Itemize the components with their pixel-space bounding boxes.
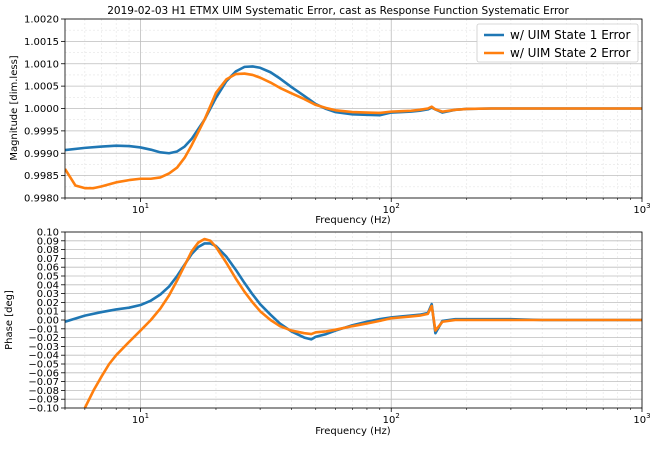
phase-y-tick-label: −0.05 xyxy=(28,360,59,371)
magnitude-y-tick-label: 0.9990 xyxy=(24,149,59,160)
magnitude-ticks: 101 102 103 0.9980 0.9985 0.9990 0.9995 1.0000 1… xyxy=(24,15,651,217)
phase-y-tick-label: −0.10 xyxy=(28,404,59,415)
phase-y-tick-label: 0.07 xyxy=(37,254,59,265)
phase-y-tick-label: −0.03 xyxy=(28,342,59,353)
phase-x-tick-label: 103 xyxy=(633,412,650,426)
phase-chart: 101 102 103−0.10−0.09−0.08−0.07−0.06−0.05−… xyxy=(4,228,651,438)
magnitude-y-tick-label: 1.0015 xyxy=(24,37,59,48)
phase-x-axis-label: Frequency (Hz) xyxy=(315,426,391,437)
phase-y-tick-label: 0.03 xyxy=(37,289,59,300)
magnitude-x-axis-label: Frequency (Hz) xyxy=(315,215,391,226)
legend-box xyxy=(476,23,639,63)
magnitude-plot-frame xyxy=(64,18,643,199)
magnitude-y-tick-label: 0.9985 xyxy=(24,171,59,182)
phase-y-tick-label: 0.09 xyxy=(37,236,59,247)
phase-y-tick-label: 0.02 xyxy=(37,298,59,309)
legend-label-state-1: w/ UIM State 1 Error xyxy=(510,28,631,42)
magnitude-chart-title: 2019-02-03 H1 ETMX UIM Systematic Error,… xyxy=(107,5,569,17)
phase-x-tick-label: 102 xyxy=(383,412,400,426)
magnitude-x-tick-label: 103 xyxy=(633,202,650,216)
phase-y-tick-label: 0.01 xyxy=(37,307,59,318)
phase-y-tick-label: 0.10 xyxy=(37,228,59,239)
phase-ticks: 101 102 103−0.10−0.09−0.08−0.07−0.06−0.05−… xyxy=(28,228,650,427)
magnitude-chart: 2019-02-03 H1 ETMX UIM Systematic Error,… xyxy=(9,5,651,226)
phase-y-tick-label: −0.04 xyxy=(28,351,59,362)
magnitude-y-tick-label: 1.0010 xyxy=(24,59,59,70)
magnitude-y-tick-label: 1.0000 xyxy=(24,104,59,115)
phase-y-tick-label: −0.07 xyxy=(28,377,59,388)
phase-series-line-state-2 xyxy=(83,237,642,408)
phase-y-tick-label: 0.08 xyxy=(37,245,59,256)
phase-x-tick-label: 101 xyxy=(132,412,149,426)
phase-y-tick-label: −0.06 xyxy=(28,368,59,379)
magnitude-y-tick-label: 1.0020 xyxy=(24,15,59,26)
phase-y-tick-label: 0.04 xyxy=(37,280,59,291)
phase-plot-frame xyxy=(64,231,643,409)
phase-y-tick-label: −0.02 xyxy=(28,333,59,344)
magnitude-series-line-state-1 xyxy=(65,65,642,155)
magnitude-x-tick-label: 102 xyxy=(383,202,400,216)
magnitude-y-tick-label: 1.0005 xyxy=(24,82,59,93)
phase-series-group xyxy=(65,237,642,408)
magnitude-series-line-state-2 xyxy=(65,72,642,190)
magnitude-y-tick-label: 0.9995 xyxy=(24,126,59,137)
phase-y-tick-label: 0.05 xyxy=(37,272,59,283)
phase-y-tick-label: −0.08 xyxy=(28,386,59,397)
phase-y-tick-label: 0.06 xyxy=(37,263,59,274)
magnitude-y-tick-label: 0.9980 xyxy=(24,194,59,205)
phase-y-tick-label: 0.00 xyxy=(37,316,59,327)
phase-y-tick-label: −0.01 xyxy=(28,324,59,335)
magnitude-series-group xyxy=(65,65,642,190)
legend: w/ UIM State 1 Error w/ UIM State 2 Erro… xyxy=(476,23,639,63)
legend-label-state-2: w/ UIM State 2 Error xyxy=(510,46,631,60)
phase-y-axis-label: Phase [deg] xyxy=(4,290,15,350)
magnitude-y-axis-label: Magnitude [dim.less] xyxy=(9,55,20,160)
magnitude-x-tick-label: 101 xyxy=(132,202,149,216)
phase-y-tick-label: −0.09 xyxy=(28,395,59,406)
